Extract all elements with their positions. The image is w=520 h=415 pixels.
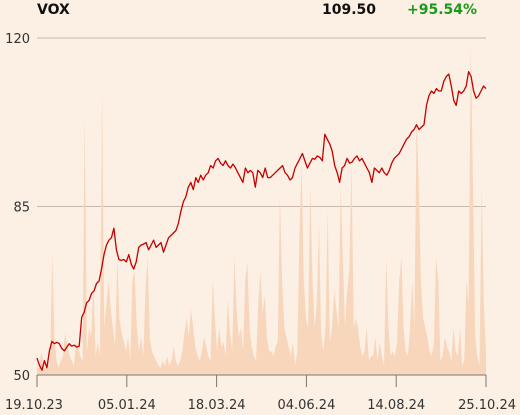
ticker-symbol: VOX: [37, 2, 70, 18]
percent-change: +95.54%: [407, 2, 478, 18]
axes: 120 85 50 19.10.23 05.01.24 18.03.24 04.06.24 1…: [5, 32, 516, 413]
x-tick-label: 25.10.24: [458, 398, 516, 413]
x-tick-label: 14.08.24: [367, 398, 425, 413]
volume-bars: [37, 45, 486, 375]
volume-area: [37, 45, 486, 375]
y-tick-label: 50: [13, 369, 30, 384]
current-price: 109.50: [322, 2, 377, 18]
price-line-group: [36, 71, 487, 371]
y-tick-label: 85: [13, 201, 30, 216]
x-tick-label: 05.01.24: [98, 398, 156, 413]
x-tick-label: 19.10.23: [5, 398, 63, 413]
price-line: [36, 71, 487, 371]
y-tick-label: 120: [5, 32, 30, 47]
x-tick-label: 18.03.24: [188, 398, 246, 413]
x-tick-label: 04.06.24: [277, 398, 335, 413]
